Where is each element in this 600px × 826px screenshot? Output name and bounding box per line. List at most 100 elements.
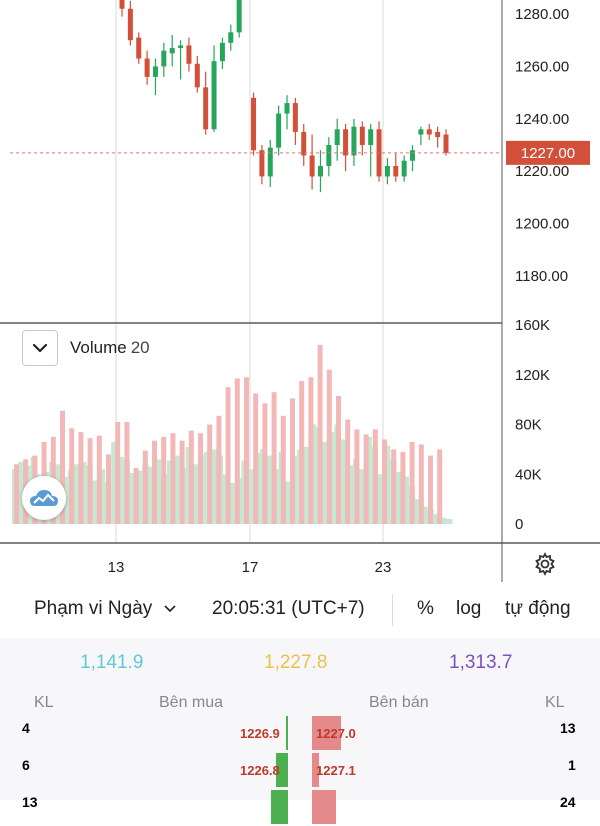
- volume-bar: [69, 428, 75, 524]
- buy-depth-bar: [271, 790, 288, 824]
- candle-body: [359, 126, 365, 145]
- volume-bar: [14, 464, 19, 524]
- volume-bar: [446, 519, 453, 524]
- time-tick-label: 23: [375, 559, 392, 576]
- volume-bar: [115, 422, 121, 524]
- sell-depth-bar: [312, 716, 341, 750]
- volume-tick-label: 0: [515, 516, 523, 533]
- volume-bar: [225, 387, 231, 524]
- volume-bar: [303, 446, 310, 524]
- candle-body: [326, 145, 332, 166]
- buy-price: 1226.9: [240, 726, 280, 741]
- high-value: 1,313.7: [449, 652, 513, 673]
- chart-settings-button[interactable]: [532, 551, 558, 577]
- candle-body: [393, 165, 399, 177]
- volume-bar: [96, 435, 102, 524]
- price-tick-label: 1260.00: [515, 58, 569, 75]
- candle-body: [343, 129, 349, 156]
- candle-body: [251, 97, 257, 151]
- volume-bar: [345, 419, 351, 524]
- volume-bar: [391, 449, 397, 524]
- volume-bar: [266, 455, 273, 524]
- candle-body: [418, 129, 424, 135]
- volume-collapse-button[interactable]: [22, 330, 58, 366]
- sell-header: Bên bán: [369, 694, 429, 711]
- candle-body: [426, 129, 432, 135]
- tradingview-logo[interactable]: [22, 476, 66, 520]
- volume-bar: [198, 433, 203, 524]
- candle-body: [384, 165, 390, 177]
- candle-body: [368, 129, 374, 145]
- sell-qty: 24: [560, 794, 576, 810]
- time-axis-labels: 13 17 23: [108, 559, 392, 576]
- candle-body: [136, 37, 142, 59]
- volume-bar: [336, 395, 341, 524]
- chart-axes: [0, 0, 600, 582]
- volume-bar: [117, 456, 124, 524]
- volume-study-length: 20: [130, 338, 150, 357]
- volume-bar: [400, 451, 406, 524]
- price-tick-label: 1200.00: [515, 216, 569, 233]
- candle-body: [219, 42, 225, 62]
- volume-bar: [129, 473, 137, 524]
- volume-bar: [247, 469, 254, 524]
- volume-bar: [106, 454, 111, 524]
- sell-qty-header: KL: [545, 694, 565, 711]
- volume-bar: [234, 378, 240, 524]
- volume-study-label: Volume 20: [70, 338, 150, 358]
- price-chart[interactable]: 1280.00 1260.00 1240.00 1220.00 1200.00 1180.…: [0, 0, 600, 582]
- candle-body: [178, 45, 184, 49]
- candle-body: [119, 0, 125, 9]
- range-selector[interactable]: Phạm vi Ngày: [34, 598, 176, 620]
- volume-bar: [363, 434, 369, 524]
- volume-series: [12, 344, 453, 524]
- log-toggle[interactable]: log: [456, 598, 482, 619]
- sell-depth-bar: [312, 753, 320, 787]
- price-tick-label: 1220.00: [515, 163, 569, 180]
- order-book-row: 6 1226.8 1227.1 1: [0, 753, 600, 789]
- candle-body: [401, 160, 407, 177]
- buy-header: Bên mua: [159, 694, 224, 711]
- candle-body: [334, 129, 340, 145]
- candle-body: [292, 103, 298, 132]
- volume-study-name: Volume: [70, 338, 127, 357]
- volume-bar: [92, 480, 99, 524]
- volume-bar: [284, 481, 292, 524]
- candle-body: [376, 129, 382, 177]
- volume-bar: [359, 469, 366, 524]
- candle-body: [236, 0, 242, 33]
- candle-body: [152, 66, 158, 77]
- volume-bar: [170, 433, 176, 524]
- candle-body: [203, 87, 209, 130]
- toolbar-divider: [392, 594, 393, 626]
- volume-bar: [415, 499, 422, 524]
- sell-qty: 1: [568, 757, 576, 773]
- volume-bar: [87, 438, 93, 524]
- volume-bar: [384, 445, 391, 524]
- chevron-down-icon: [163, 605, 176, 613]
- buy-depth-bar: [286, 716, 288, 750]
- volume-bar: [179, 440, 185, 524]
- volume-bar: [433, 514, 440, 524]
- volume-bar: [439, 517, 447, 524]
- buy-qty: 13: [22, 794, 38, 810]
- volume-bar: [382, 439, 387, 524]
- candle-body: [259, 150, 265, 177]
- sell-depth-bar: [312, 790, 336, 824]
- sell-price: 1227.0: [316, 726, 356, 741]
- price-axis-labels: 1280.00 1260.00 1240.00 1220.00 1200.00 1180.…: [515, 6, 569, 285]
- auto-toggle[interactable]: tự động: [505, 598, 571, 619]
- candle-body: [127, 8, 133, 41]
- percent-toggle[interactable]: %: [417, 598, 434, 619]
- clock-time[interactable]: 20:05:31 (UTC+7): [212, 598, 365, 619]
- volume-bar: [216, 415, 222, 524]
- chart-toolbar: Phạm vi Ngày 20:05:31 (UTC+7) % log tự đ…: [0, 582, 600, 638]
- buy-qty-header: KL: [34, 694, 54, 711]
- volume-bar: [317, 344, 323, 524]
- volume-axis-labels: 160K 120K 80K 40K 0: [515, 317, 550, 533]
- candle-body: [186, 45, 192, 64]
- price-tick-label: 1240.00: [515, 111, 569, 128]
- volume-bar: [133, 468, 139, 524]
- candle-body: [317, 165, 323, 177]
- sell-qty: 13: [560, 720, 576, 736]
